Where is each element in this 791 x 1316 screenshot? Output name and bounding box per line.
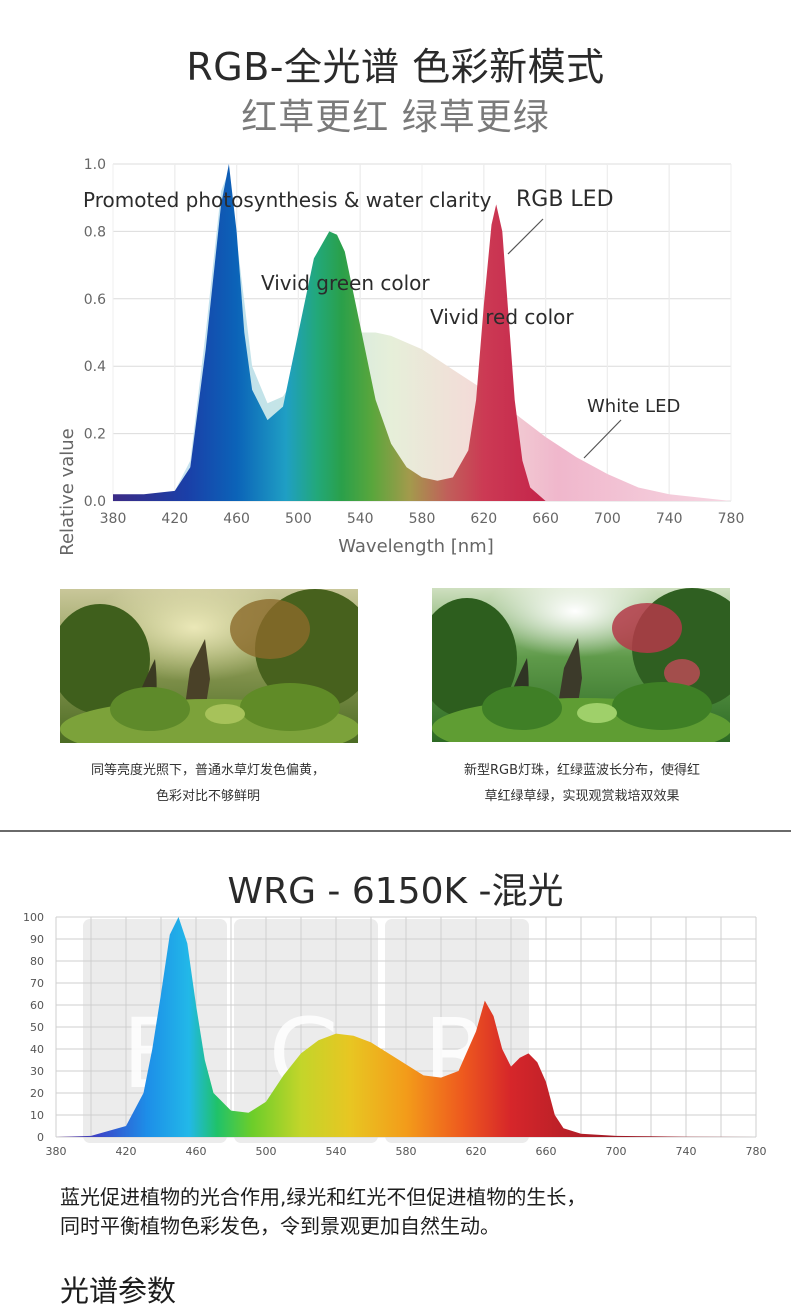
chart2-x-tick: 500 xyxy=(256,1145,277,1158)
chart2-y-tick: 20 xyxy=(30,1087,44,1100)
spectrum-chart-rgb: 380 420 460 500 540 580 620 660 700 740 780 0.0 0.2 0… xyxy=(57,157,745,557)
description-line2: 同时平衡植物色彩发色，令到景观更加自然生动。 xyxy=(60,1214,500,1238)
description-text: 蓝光促进植物的光合作用,绿光和红光不但促进植物的生长， 同时平衡植物色彩发色，令… xyxy=(60,1183,760,1241)
chart1-x-tick: 540 xyxy=(347,511,374,527)
aquarium-photo-normal xyxy=(60,589,358,743)
caption-normal-line1: 同等亮度光照下，普通水草灯发色偏黄， xyxy=(90,763,325,778)
chart1-x-axis-label: Wavelength [nm] xyxy=(338,536,494,557)
chart1-y-tick: 0.0 xyxy=(84,494,106,510)
chart1-x-tick: 420 xyxy=(161,511,188,527)
annotation-red: Vivid red color xyxy=(430,305,574,329)
chart2-x-tick: 460 xyxy=(186,1145,207,1158)
annotation-green: Vivid green color xyxy=(261,271,430,295)
section-divider xyxy=(0,830,791,832)
rgb-led-area xyxy=(113,164,577,501)
chart1-x-tick: 700 xyxy=(594,511,621,527)
chart2-x-tick: 780 xyxy=(746,1145,767,1158)
chart1-x-tick: 460 xyxy=(223,511,250,527)
chart2-y-tick: 50 xyxy=(30,1021,44,1034)
rgb-led-pointer xyxy=(507,218,544,255)
chart2-y-tick: 60 xyxy=(30,999,44,1012)
chart2-y-tick: 80 xyxy=(30,955,44,968)
description-line1: 蓝光促进植物的光合作用,绿光和红光不但促进植物的生长， xyxy=(60,1185,587,1209)
chart2-y-tick: 90 xyxy=(30,933,44,946)
chart2-x-tick: 620 xyxy=(466,1145,487,1158)
caption-normal-line2: 色彩对比不够鲜明 xyxy=(155,789,260,804)
section-title-spectrum-params: 光谱参数 xyxy=(60,1274,177,1308)
aquarium-photo-rgb xyxy=(432,588,730,742)
chart2-x-tick: 580 xyxy=(396,1145,417,1158)
chart1-y-axis-label: Relative value xyxy=(57,428,78,555)
page-subtitle: 红草更红 绿草更绿 xyxy=(241,97,550,138)
chart2-x-tick: 740 xyxy=(676,1145,697,1158)
chart2-x-tick: 420 xyxy=(116,1145,137,1158)
chart1-tick-labels: 380 420 460 500 540 580 620 660 700 740 780 0.0 0.2 0… xyxy=(84,157,745,527)
annotation-rgb-led: RGB LED xyxy=(516,187,614,212)
spectrum-chart-mixed: B G R 3804204605005405806206607007407800… xyxy=(23,911,767,1158)
chart1-x-tick: 620 xyxy=(470,511,497,527)
chart1-x-tick: 580 xyxy=(409,511,436,527)
chart2-y-tick: 30 xyxy=(30,1065,44,1078)
caption-rgb-line2: 草红绿草绿，实现观赏栽培双效果 xyxy=(484,789,680,804)
caption-normal-light: 同等亮度光照下，普通水草灯发色偏黄， 色彩对比不够鲜明 xyxy=(45,758,371,810)
chart2-y-tick: 10 xyxy=(30,1109,44,1122)
chart2-x-tick: 700 xyxy=(606,1145,627,1158)
chart1-x-tick: 660 xyxy=(532,511,559,527)
caption-rgb-light: 新型RGB灯珠，红绿蓝波长分布，使得红 草红绿草绿，实现观赏栽培双效果 xyxy=(419,758,745,810)
chart1-x-tick: 780 xyxy=(718,511,745,527)
chart2-y-tick: 100 xyxy=(23,911,44,924)
chart2-x-tick: 380 xyxy=(46,1145,67,1158)
annotation-white-led: White LED xyxy=(587,396,680,417)
chart1-x-tick: 500 xyxy=(285,511,312,527)
page-title: RGB-全光谱 色彩新模式 xyxy=(186,45,605,89)
chart2-y-tick: 70 xyxy=(30,977,44,990)
chart2-x-tick: 540 xyxy=(326,1145,347,1158)
chart1-x-tick: 740 xyxy=(656,511,683,527)
chart1-y-tick: 1.0 xyxy=(84,157,106,173)
chart1-y-tick: 0.8 xyxy=(84,224,106,240)
caption-rgb-line1: 新型RGB灯珠，红绿蓝波长分布，使得红 xyxy=(463,763,701,778)
chart1-y-tick: 0.2 xyxy=(84,427,106,443)
white-led-area xyxy=(113,170,731,501)
chart1-y-tick: 0.4 xyxy=(84,359,106,375)
mixed-spectrum-area xyxy=(56,917,756,1137)
white-led-pointer xyxy=(583,419,622,459)
chart1-x-tick: 380 xyxy=(100,511,127,527)
chart2-title: WRG - 6150K -混光 xyxy=(227,871,564,912)
annotation-photosynthesis: Promoted photosynthesis & water clarity xyxy=(83,188,492,212)
chart2-y-tick: 40 xyxy=(30,1043,44,1056)
chart2-tick-labels: 380 420 460 500 540 580 620 660 700 740 780 0 10 20 30… xyxy=(23,911,767,1158)
chart1-y-tick: 0.6 xyxy=(84,292,106,308)
chart2-x-tick: 660 xyxy=(536,1145,557,1158)
chart2-y-tick: 0 xyxy=(37,1131,44,1144)
